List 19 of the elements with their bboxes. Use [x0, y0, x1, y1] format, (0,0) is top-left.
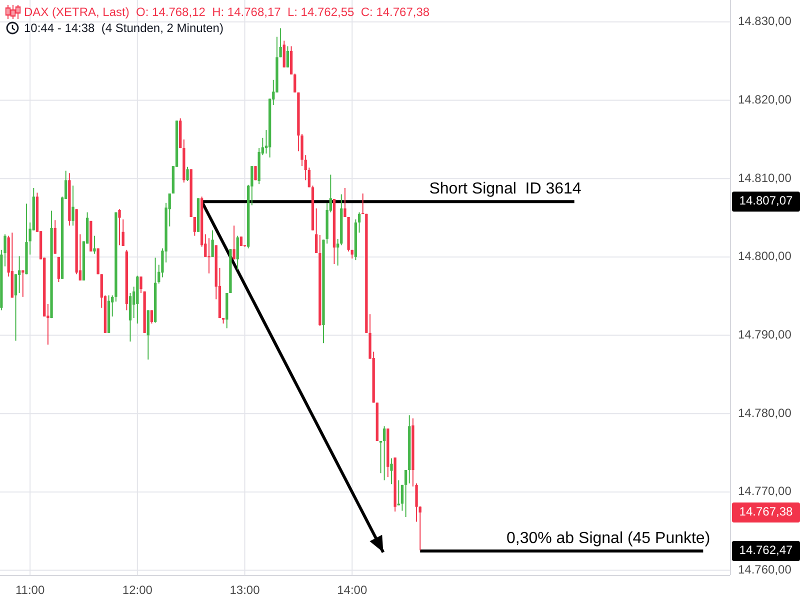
text: 10:44 - 14:38 (4 Stunden, 2 Minuten) [24, 21, 224, 36]
series-label: Short Signal ID 3614 [429, 180, 582, 198]
y2-tick-label: 14.807,07 [739, 194, 794, 208]
y-tick-label: 14.760,00 [738, 562, 792, 576]
y-tick-label: 14.800,00 [738, 249, 792, 264]
y-tick-label: 14.770,00 [738, 484, 792, 498]
y2-tick-label: 14.767,38 [739, 504, 794, 519]
x-tick-label: 13:00 [230, 583, 260, 598]
x-tick-label: 11:00 [15, 583, 45, 598]
text: DAX (XETRA, Last) O: 14.768,12 H: 14.768,17 L: 14.762,55 C: 14.767,38 [24, 5, 430, 20]
y-tick-label: 14.820,00 [738, 92, 792, 106]
y-tick-label: 14.830,00 [738, 14, 792, 28]
x-tick-label: 12:00 [122, 583, 153, 598]
x-tick-label: 14:00 [337, 583, 368, 598]
y2-tick-label: 14.762,47 [739, 543, 794, 558]
y-tick-label: 14.790,00 [738, 327, 792, 342]
y-tick-label: 14.780,00 [738, 406, 792, 420]
series-label: 0,30% ab Signal (45 Punkte) [506, 530, 710, 547]
y-tick-label: 14.810,00 [738, 170, 792, 185]
